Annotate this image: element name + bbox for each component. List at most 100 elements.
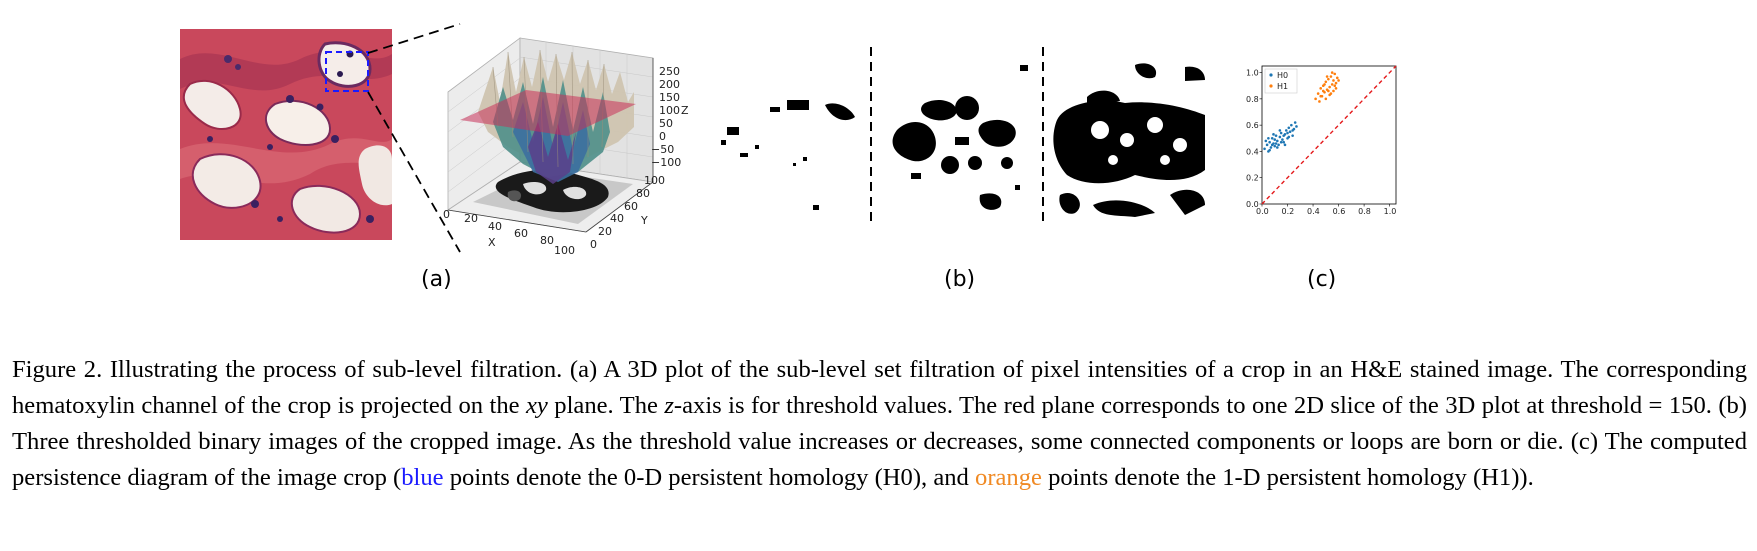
pd-point-h0 <box>1286 131 1289 135</box>
pd-point-h1 <box>1332 79 1335 82</box>
pd-point-h0 <box>1287 126 1291 130</box>
panel-label-c: (c) <box>1307 267 1337 292</box>
pd-point-h1 <box>1321 89 1325 93</box>
z-tick: −100 <box>651 156 681 169</box>
x-tick: 60 <box>514 227 528 240</box>
pd-point-h0 <box>1277 143 1280 147</box>
pd-x-tick-label: 0.8 <box>1358 207 1371 216</box>
pd-point-h0 <box>1274 134 1278 137</box>
pd-point-h1 <box>1333 84 1337 88</box>
persistence-diagram: 0.0 0.2 0.4 0.6 0.8 1.0 0.0 0.2 0.4 0.6 0.8 1.0 H0… <box>1246 65 1397 216</box>
thresholded-binary-images <box>721 47 1205 227</box>
he-stained-crop-image <box>180 29 392 240</box>
pd-point-h0 <box>1279 140 1283 144</box>
pd-point-h1 <box>1319 94 1323 98</box>
y-tick: 0 <box>590 238 597 251</box>
pd-point-h0 <box>1288 130 1292 134</box>
pd-point-h0 <box>1270 143 1274 147</box>
pd-point-h0 <box>1268 140 1271 144</box>
pd-y-tick-label: 0.0 <box>1246 200 1259 209</box>
pd-point-h1 <box>1330 83 1334 86</box>
x-tick: 20 <box>464 212 478 225</box>
pd-point-h0 <box>1264 139 1268 143</box>
figure-caption: Figure 2. Illustrating the process of su… <box>12 352 1747 496</box>
pd-point-h1 <box>1333 72 1337 76</box>
pd-point-h0 <box>1274 142 1278 145</box>
x-tick: 40 <box>488 220 502 233</box>
z-tick: 200 <box>659 78 680 91</box>
caption-part: -axis is for threshold values. The red p… <box>12 392 1747 491</box>
caption-blue-word: blue <box>401 464 444 491</box>
panel-label-b: (b) <box>944 267 976 292</box>
pd-point-h1 <box>1328 85 1331 89</box>
pd-point-h1 <box>1323 83 1326 86</box>
pd-point-h1 <box>1329 75 1333 78</box>
pd-point-h1 <box>1325 75 1329 78</box>
pd-point-h0 <box>1287 135 1291 139</box>
y-axis-label: Y <box>640 214 648 227</box>
pd-point-h1 <box>1319 87 1323 90</box>
pd-point-h1 <box>1337 79 1340 82</box>
pd-point-h1 <box>1334 87 1338 90</box>
caption-part: Figure 2. Illustrating the process of su… <box>12 356 1747 419</box>
pd-point-h1 <box>1318 100 1321 103</box>
pd-point-h0 <box>1282 134 1285 137</box>
pd-point-h0 <box>1291 134 1294 137</box>
legend-label-h0: H0 <box>1277 71 1288 80</box>
z-tick: 100 <box>659 104 680 117</box>
pd-x-tick-label: 0.6 <box>1333 207 1346 216</box>
pd-y-tick-label: 0.2 <box>1246 174 1259 183</box>
zoom-guide-lines <box>367 23 461 253</box>
caption-part: points denote the 0-D persistent homolog… <box>443 464 976 491</box>
pd-point-h1 <box>1316 92 1320 95</box>
pd-legend: H0 H1 <box>1264 68 1298 94</box>
pd-point-h0 <box>1269 146 1273 149</box>
pd-y-tick-label: 1.0 <box>1246 69 1259 78</box>
pd-point-h0 <box>1291 129 1294 132</box>
binary-image-low-threshold <box>721 100 855 210</box>
pd-point-h0 <box>1272 133 1275 136</box>
binary-image-holes <box>1091 117 1187 165</box>
binary-image-mid-threshold <box>892 65 1028 210</box>
pd-point-h0 <box>1278 135 1282 139</box>
panel-label-a: (a) <box>421 267 452 292</box>
pd-point-h0 <box>1290 123 1293 127</box>
pd-point-h0 <box>1273 138 1277 141</box>
z-tick: −50 <box>651 143 674 156</box>
pd-point-h0 <box>1295 125 1298 128</box>
threshold-plane <box>460 90 636 136</box>
pd-point-h1 <box>1334 81 1338 85</box>
pd-point-h0 <box>1283 143 1287 147</box>
x-axis-label: X <box>488 236 496 249</box>
3d-filtration-plot: 250 200 150 100 50 0 −50 −100 Z 0 20 40 … <box>443 37 689 257</box>
y-tick: 100 <box>644 174 665 187</box>
pd-x-tick-label: 0.4 <box>1307 207 1320 216</box>
caption-math-z: z <box>664 392 674 419</box>
pd-point-h0 <box>1267 136 1270 140</box>
pd-point-h0 <box>1282 140 1285 144</box>
x-tick: 100 <box>554 244 575 257</box>
x-tick: 0 <box>443 208 450 221</box>
pd-point-h0 <box>1284 129 1288 132</box>
pd-point-h0 <box>1263 147 1266 151</box>
pd-point-h1 <box>1324 80 1328 84</box>
pd-point-h0 <box>1276 146 1279 149</box>
pd-point-h0 <box>1293 121 1297 124</box>
z-tick: 0 <box>659 130 666 143</box>
caption-part: plane. The <box>547 392 665 419</box>
z-axis-label: Z <box>681 104 689 117</box>
x-tick: 80 <box>540 234 554 247</box>
legend-marker-h0 <box>1269 73 1273 77</box>
z-tick: 150 <box>659 91 680 104</box>
pd-point-h1 <box>1329 92 1333 95</box>
y-tick: 80 <box>636 187 650 200</box>
pd-point-h0 <box>1276 139 1279 143</box>
y-tick: 40 <box>610 212 624 225</box>
pd-point-h1 <box>1332 89 1335 93</box>
caption-part: points denote the 1-D persistent homolog… <box>1041 464 1534 491</box>
pd-point-h0 <box>1278 129 1282 132</box>
caption-math-xy: xy <box>526 392 548 419</box>
pd-point-h1 <box>1324 97 1328 101</box>
pd-y-tick-label: 0.4 <box>1246 147 1259 156</box>
pd-x-tick-label: 0.2 <box>1282 207 1295 216</box>
